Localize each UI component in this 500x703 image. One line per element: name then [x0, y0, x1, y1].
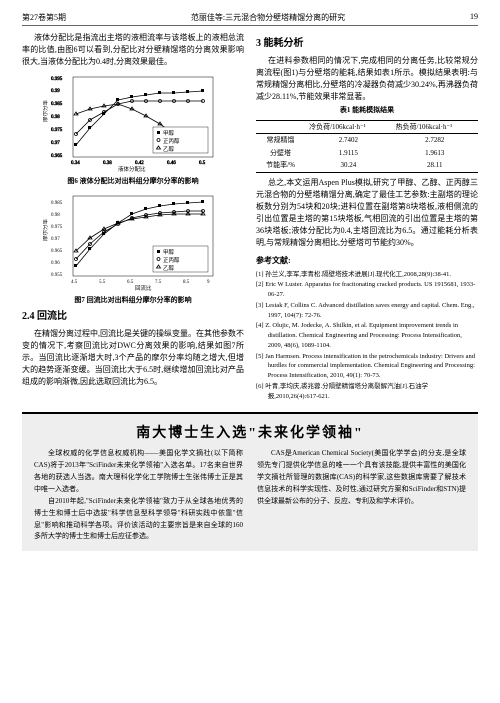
page: 第27卷第5期 范丽佳等:三元混合物分壁塔精馏分离的研究 19 液体分配比是指流…: [0, 0, 500, 563]
svg-text:0.46: 0.46: [167, 161, 176, 166]
table-header: 冷负荷/106kcal·h⁻¹: [305, 120, 391, 134]
svg-text:0.42: 0.42: [135, 161, 144, 166]
svg-text:正丙醇: 正丙醇: [163, 137, 180, 145]
section-3-title: 3 能耗分析: [256, 36, 478, 51]
svg-text:0.965: 0.965: [51, 249, 63, 254]
svg-text:正丙醇: 正丙醇: [163, 256, 180, 264]
table-cell: 2.7282: [392, 134, 478, 147]
svg-text:0.96: 0.96: [51, 261, 60, 266]
svg-text:7.5: 7.5: [155, 280, 162, 285]
table-cell: 30.24: [305, 159, 391, 172]
svg-text:摩尔分率: 摩尔分率: [43, 218, 49, 241]
svg-text:甲醇: 甲醇: [163, 129, 175, 137]
para-energy-2: 总之,本文运用Aspen Plus模拟,研究了甲醇、乙醇、正丙醇三元混合物的分壁…: [256, 177, 478, 249]
table-header: 热负荷/106kcal·h⁻¹: [392, 120, 478, 134]
svg-text:乙醇: 乙醇: [163, 145, 175, 153]
svg-text:4.5: 4.5: [71, 280, 78, 285]
table-1: 冷负荷/106kcal·h⁻¹ 热负荷/106kcal·h⁻¹ 常规精馏2.74…: [256, 120, 478, 173]
table-cell: 分壁塔: [256, 147, 305, 160]
references-title: 参考文献:: [256, 255, 478, 267]
svg-text:8.5: 8.5: [183, 280, 190, 285]
svg-text:0.995: 0.995: [51, 77, 63, 82]
chart-6: 0.965 0.97 0.975 0.98 0.985 0.99 0.995 0.34…: [22, 72, 244, 172]
page-header: 第27卷第5期 范丽佳等:三元混合物分壁塔精馏分离的研究 19: [22, 12, 478, 26]
para-reflux: 在精馏分离过程中,回流比是关键的操纵变量。在其他参数不变的情况下,考察回流比对D…: [22, 328, 244, 388]
svg-text:0.5: 0.5: [199, 161, 206, 166]
svg-text:5.5: 5.5: [99, 280, 106, 285]
para-energy-1: 在进料参数相同的情况下,完成相同的分离任务,比较常规分离流程(图1)与分壁塔的能…: [256, 55, 478, 103]
reference: [4] Z. Olujic, M. Jodecke, A. Shilkin, e…: [256, 321, 478, 350]
ad-right-column: CAS是American Chemical Society(美国化学学会)的分支…: [257, 448, 466, 543]
chart-7-caption: 图7 回流比对出料组分摩尔分率的影响: [22, 295, 244, 306]
svg-text:0.98: 0.98: [51, 115, 60, 120]
svg-text:0.975: 0.975: [51, 225, 63, 230]
svg-text:0.98: 0.98: [51, 213, 60, 218]
svg-text:回流比: 回流比: [135, 284, 152, 291]
table-cell: 28.11: [392, 159, 478, 172]
svg-text:9: 9: [207, 280, 210, 285]
table-1-title: 表1 能耗模拟结果: [256, 105, 478, 116]
svg-text:0.99: 0.99: [51, 89, 60, 94]
ad-para: 全球权威的化学信息权威机构——美国化学文摘社(以下简称CAS)将于2013年"S…: [34, 448, 243, 496]
svg-text:0.34: 0.34: [71, 161, 80, 166]
section-2-4-title: 2.4 回流比: [22, 309, 244, 324]
svg-text:乙醇: 乙醇: [163, 264, 175, 272]
table-header: [256, 120, 305, 134]
svg-text:0.985: 0.985: [51, 102, 63, 107]
reference: [1] 孙兰义,李军,李青松.隔壁塔技术进展[J].现代化工,2008,28(9…: [256, 270, 478, 280]
svg-text:甲醇: 甲醇: [163, 248, 175, 256]
svg-text:6.5: 6.5: [127, 280, 134, 285]
ad-left-column: 全球权威的化学信息权威机构——美国化学文摘社(以下简称CAS)将于2013年"S…: [34, 448, 243, 543]
table-cell: 1.9115: [305, 147, 391, 160]
table-cell: 1.9613: [392, 147, 478, 160]
svg-text:0.955: 0.955: [51, 273, 63, 278]
svg-text:0.975: 0.975: [51, 128, 63, 133]
ad-para: 自2010年起,"SciFinder未来化学领袖"致力于从全球各地优秀的博士生和…: [34, 496, 243, 544]
header-issue: 第27卷第5期: [22, 12, 66, 23]
ad-para: CAS是American Chemical Society(美国化学学会)的分支…: [257, 448, 466, 507]
reference: [6] 叶青,李均庆,裘兆蓉.分隔壁精馏塔分离裂解汽油[J].石油学报,2010…: [256, 382, 478, 402]
chart-7: 0.955 0.96 0.965 0.97 0.975 0.98 0.985 4.5 5.…: [22, 191, 244, 291]
svg-text:0.38: 0.38: [103, 161, 112, 166]
advertisement-box: 南大博士生入选"未来化学领袖" 全球权威的化学信息权威机构——美国化学文摘社(以…: [22, 412, 478, 551]
header-title: 范丽佳等:三元混合物分壁塔精馏分离的研究: [191, 12, 345, 23]
svg-text:摩尔分率: 摩尔分率: [43, 99, 49, 122]
svg-text:液体分配比: 液体分配比: [118, 165, 146, 172]
svg-text:0.965: 0.965: [51, 154, 63, 159]
ad-title: 南大博士生入选"未来化学领袖": [34, 422, 466, 442]
chart-6-caption: 图6 液体分配比对出料组分摩尔分率的影响: [22, 176, 244, 187]
content-columns: 液体分配比是指流出主塔的液相流率与该塔板上的液相总流率的比值,由图6可以看到,分…: [22, 32, 478, 402]
table-cell: 常规精馏: [256, 134, 305, 147]
header-page: 19: [470, 12, 478, 23]
reference: [2] Eric W Luster. Apparatus for fractio…: [256, 280, 478, 300]
right-column: 3 能耗分析 在进料参数相同的情况下,完成相同的分离任务,比较常规分离流程(图1…: [256, 32, 478, 402]
para-liquid-ratio: 液体分配比是指流出主塔的液相流率与该塔板上的液相总流率的比值,由图6可以看到,分…: [22, 32, 244, 68]
table-cell: 节能率/%: [256, 159, 305, 172]
svg-text:0.97: 0.97: [51, 237, 60, 242]
svg-text:0.985: 0.985: [51, 201, 63, 206]
ad-columns: 全球权威的化学信息权威机构——美国化学文摘社(以下简称CAS)将于2013年"S…: [34, 448, 466, 543]
reference: [5] Jan Harmsen. Process intensification…: [256, 352, 478, 381]
table-cell: 2.7402: [305, 134, 391, 147]
reference: [3] Lestak F, Collins C. Advanced distil…: [256, 301, 478, 321]
left-column: 液体分配比是指流出主塔的液相流率与该塔板上的液相总流率的比值,由图6可以看到,分…: [22, 32, 244, 402]
svg-text:0.97: 0.97: [51, 141, 60, 146]
